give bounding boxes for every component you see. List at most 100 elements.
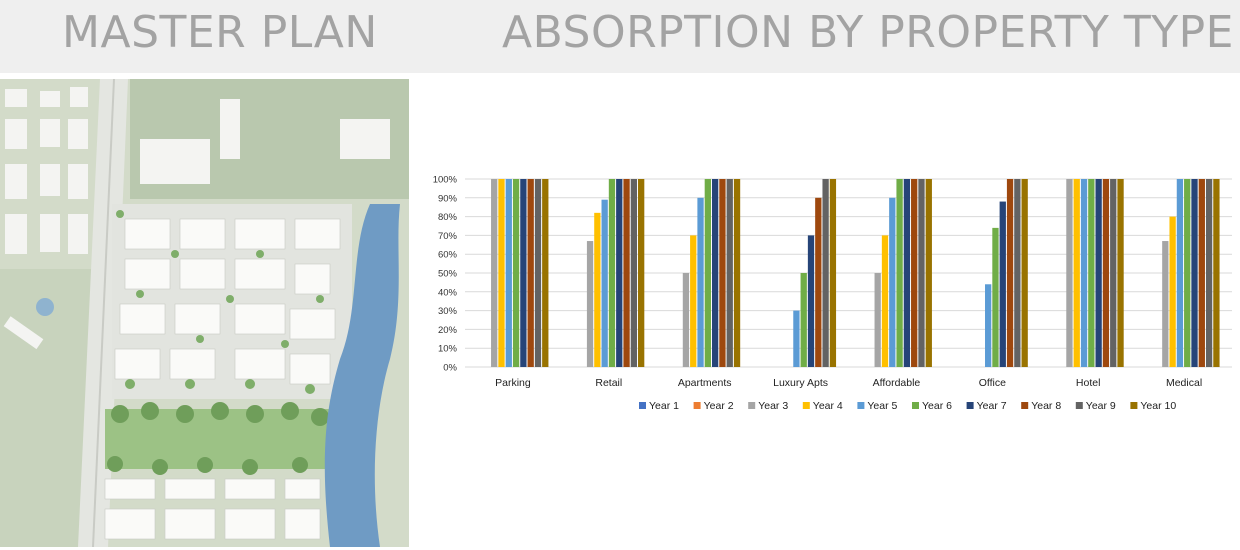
chart-bars xyxy=(491,179,1220,367)
absorption-chart: 0% 10% 20% 30% 40% 50% 60% 70% 80% 90% 100% Parkin… xyxy=(433,175,1232,412)
bar xyxy=(601,199,608,367)
bar xyxy=(1014,179,1021,367)
bar xyxy=(1117,179,1124,367)
bar xyxy=(498,179,505,367)
legend-label: Year 8 xyxy=(1031,400,1061,412)
y-tick-label: 50% xyxy=(438,269,458,280)
bar xyxy=(1021,179,1028,367)
legend-swatch xyxy=(1021,402,1029,409)
category-label: Luxury Apts xyxy=(773,377,828,389)
legend-swatch xyxy=(1075,402,1083,409)
bar xyxy=(815,197,822,367)
bar xyxy=(505,179,512,367)
y-tick-label: 40% xyxy=(438,287,458,298)
legend-label: Year 3 xyxy=(758,400,788,412)
bar xyxy=(512,179,520,367)
master-plan-map xyxy=(0,79,409,547)
legend-label: Year 7 xyxy=(977,400,1007,412)
bar xyxy=(623,179,630,367)
bar xyxy=(911,179,918,367)
bar xyxy=(1110,179,1117,367)
bar xyxy=(999,201,1006,367)
bar xyxy=(1205,179,1213,367)
legend-label: Year 1 xyxy=(649,400,679,412)
bar xyxy=(704,179,711,367)
bar xyxy=(925,179,932,367)
bar xyxy=(793,310,800,367)
legend-label: Year 5 xyxy=(867,400,897,412)
category-label: Parking xyxy=(495,377,531,389)
bar xyxy=(1162,241,1169,367)
bar xyxy=(822,179,829,367)
bar xyxy=(719,179,726,367)
category-label: Affordable xyxy=(873,377,921,389)
legend-swatch xyxy=(748,402,756,409)
category-label: Medical xyxy=(1166,377,1202,389)
category-label: Apartments xyxy=(678,377,732,389)
category-label: Office xyxy=(979,377,1006,389)
bar xyxy=(1213,179,1220,367)
bar xyxy=(1080,179,1088,367)
bar xyxy=(807,235,815,367)
legend-label: Year 4 xyxy=(813,400,843,412)
bar xyxy=(992,227,999,367)
legend-label: Year 10 xyxy=(1140,400,1176,412)
master-plan-title: MASTER PLAN xyxy=(62,7,378,58)
bar xyxy=(1184,179,1191,367)
bar xyxy=(918,179,925,367)
x-axis-categories: Parking Retail Apartments Luxury Apts Afford… xyxy=(495,377,1202,389)
absorption-title: ABSORPTION BY PROPERTY TYPE xyxy=(502,7,1234,58)
bar xyxy=(874,273,881,367)
y-tick-label: 100% xyxy=(433,175,458,186)
bar xyxy=(1198,179,1205,367)
bar xyxy=(711,179,719,367)
bar xyxy=(1102,179,1110,367)
legend-label: Year 6 xyxy=(922,400,952,412)
category-label: Retail xyxy=(595,377,622,389)
y-axis-ticks: 0% 10% 20% 30% 40% 50% 60% 70% 80% 90% 100% xyxy=(433,175,458,374)
bar xyxy=(1169,216,1176,367)
bar xyxy=(1095,179,1102,367)
bar xyxy=(800,273,807,367)
y-tick-label: 10% xyxy=(438,344,458,355)
bar xyxy=(1006,179,1014,367)
bar xyxy=(638,179,645,367)
bar xyxy=(1191,179,1198,367)
chart-gridlines xyxy=(465,178,1232,368)
legend-swatch xyxy=(912,402,919,409)
bar xyxy=(1073,179,1080,367)
y-tick-label: 0% xyxy=(443,363,457,374)
bar xyxy=(630,179,638,367)
bar xyxy=(1088,179,1095,367)
y-tick-label: 80% xyxy=(438,212,458,223)
category-label: Hotel xyxy=(1076,377,1101,389)
bar xyxy=(682,273,690,367)
bar xyxy=(829,179,837,367)
legend-swatch xyxy=(693,402,701,409)
bar xyxy=(586,241,594,367)
bar xyxy=(690,235,697,367)
legend-label: Year 2 xyxy=(704,400,734,412)
bar xyxy=(527,179,534,367)
legend-swatch xyxy=(857,402,865,409)
bar xyxy=(520,179,527,367)
y-tick-label: 90% xyxy=(438,193,458,204)
y-tick-label: 30% xyxy=(438,306,458,317)
legend-swatch xyxy=(802,402,810,409)
bar xyxy=(726,179,733,367)
header-bar: MASTER PLAN ABSORPTION BY PROPERTY TYPE xyxy=(0,0,1240,73)
legend-swatch xyxy=(966,402,974,409)
bar xyxy=(903,179,911,367)
bar xyxy=(616,179,623,367)
y-tick-label: 20% xyxy=(438,325,458,336)
bar xyxy=(594,212,601,367)
bar xyxy=(881,235,889,367)
bar xyxy=(697,197,704,367)
bar xyxy=(1066,179,1073,367)
legend-swatch xyxy=(1130,402,1138,409)
bar xyxy=(985,284,992,367)
bar xyxy=(542,179,549,367)
bar xyxy=(889,197,896,367)
bar xyxy=(534,179,542,367)
bar xyxy=(896,179,903,367)
